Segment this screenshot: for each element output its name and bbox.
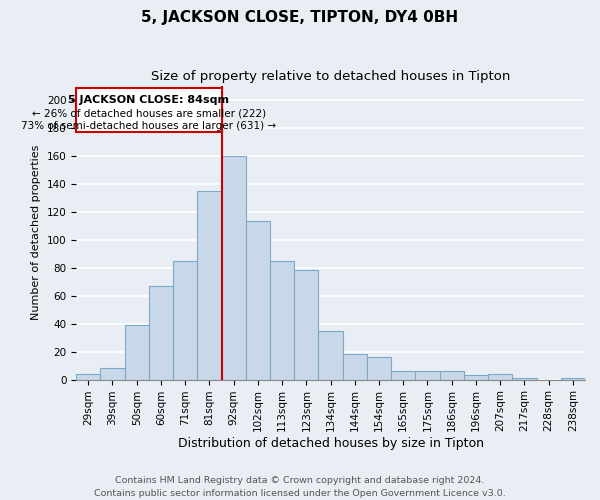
Bar bbox=[343, 354, 367, 380]
Text: 73% of semi-detached houses are larger (631) →: 73% of semi-detached houses are larger (… bbox=[21, 121, 277, 131]
Text: ← 26% of detached houses are smaller (222): ← 26% of detached houses are smaller (22… bbox=[32, 108, 266, 118]
X-axis label: Distribution of detached houses by size in Tipton: Distribution of detached houses by size … bbox=[178, 437, 484, 450]
Bar bbox=[125, 325, 149, 380]
FancyBboxPatch shape bbox=[76, 88, 221, 132]
Text: 5, JACKSON CLOSE, TIPTON, DY4 0BH: 5, JACKSON CLOSE, TIPTON, DY4 0BH bbox=[142, 10, 458, 25]
Text: 5 JACKSON CLOSE: 84sqm: 5 JACKSON CLOSE: 84sqm bbox=[68, 94, 229, 104]
Bar bbox=[197, 190, 221, 380]
Text: Contains HM Land Registry data © Crown copyright and database right 2024.
Contai: Contains HM Land Registry data © Crown c… bbox=[94, 476, 506, 498]
Bar bbox=[391, 371, 415, 380]
Bar bbox=[464, 376, 488, 380]
Bar bbox=[149, 286, 173, 380]
Y-axis label: Number of detached properties: Number of detached properties bbox=[31, 145, 41, 320]
Bar bbox=[561, 378, 585, 380]
Bar bbox=[294, 270, 319, 380]
Bar bbox=[76, 374, 100, 380]
Bar bbox=[415, 371, 440, 380]
Bar bbox=[512, 378, 536, 380]
Bar bbox=[270, 260, 294, 380]
Bar bbox=[246, 222, 270, 380]
Title: Size of property relative to detached houses in Tipton: Size of property relative to detached ho… bbox=[151, 70, 510, 83]
Bar bbox=[221, 156, 246, 380]
Bar bbox=[100, 368, 125, 380]
Bar bbox=[440, 371, 464, 380]
Bar bbox=[488, 374, 512, 380]
Bar bbox=[367, 357, 391, 380]
Bar bbox=[173, 260, 197, 380]
Bar bbox=[319, 330, 343, 380]
